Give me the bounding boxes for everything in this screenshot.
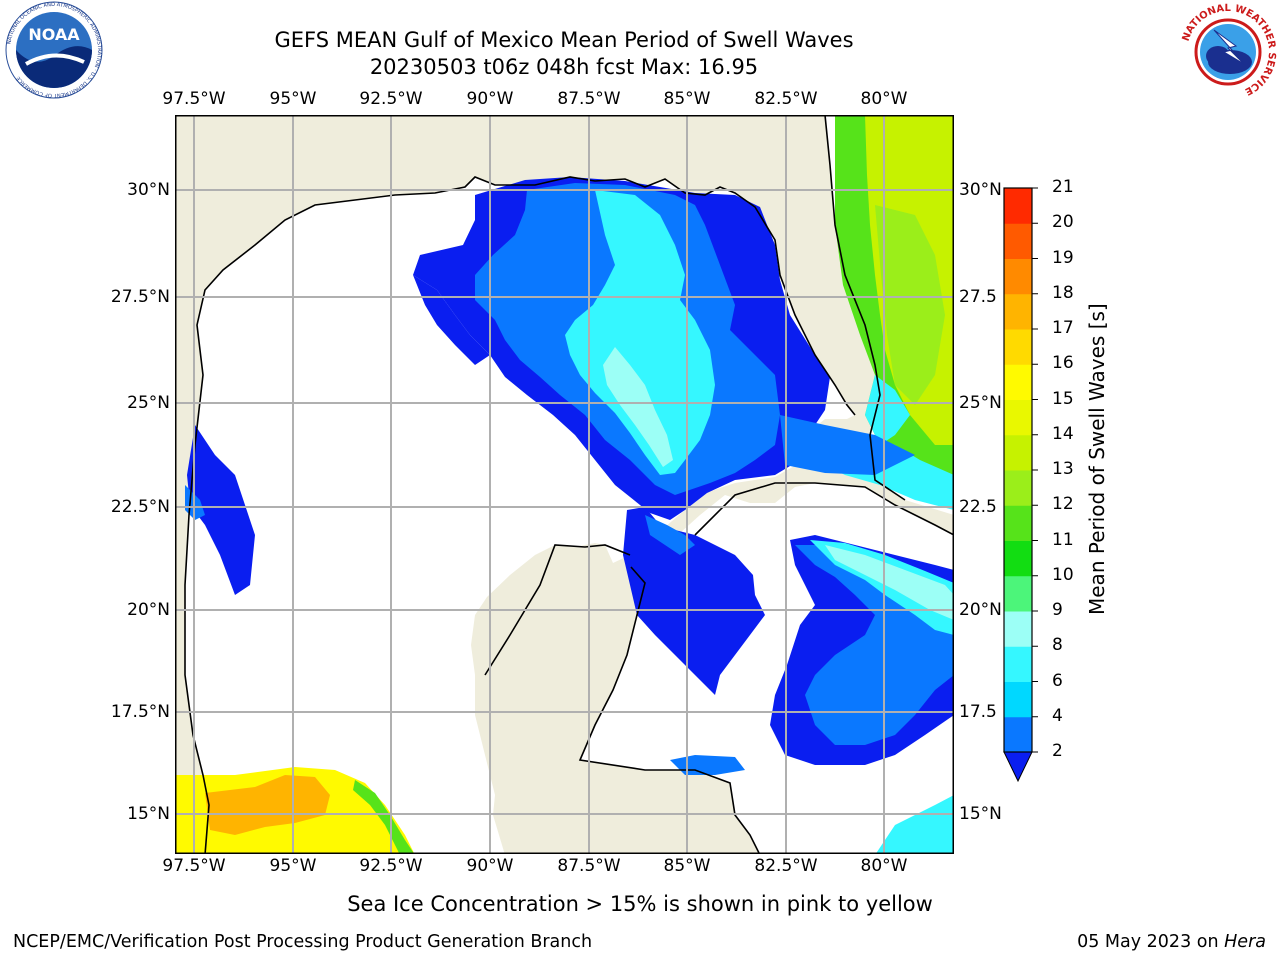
lon-tick-bottom: 90°W	[466, 856, 514, 876]
colorbar-tick-label: 2	[1052, 741, 1063, 761]
lon-tick-bottom: 97.5°W	[162, 856, 226, 876]
colorbar-under-arrow	[1003, 751, 1033, 783]
lon-tick-top: 92.5°W	[359, 89, 423, 109]
footer-machine: Hera	[1224, 932, 1266, 952]
map-area	[175, 115, 954, 854]
lat-tick-left: 27.5°N	[110, 287, 170, 307]
colorbar-label: Mean Period of Swell Waves [s]	[1085, 303, 1109, 615]
footer-credit: NCEP/EMC/Verification Post Processing Pr…	[13, 932, 593, 952]
colorbar-swatch	[1004, 505, 1032, 541]
colorbar-tick-label: 14	[1052, 423, 1074, 444]
lon-tick-bottom: 85°W	[663, 856, 711, 876]
colorbar-tick-label: 18	[1052, 282, 1074, 303]
colorbar-tick-label: 11	[1052, 529, 1074, 550]
colorbar-swatch	[1004, 470, 1032, 506]
footer-date-text: 05 May 2023 on	[1077, 932, 1225, 952]
colorbar-swatch	[1004, 646, 1032, 682]
lat-tick-left: 25°N	[127, 393, 170, 413]
chart-title: GEFS MEAN Gulf of Mexico Mean Period of …	[274, 28, 854, 52]
colorbar-tick-label: 20	[1052, 212, 1074, 233]
colorbar-tick-label: 9	[1052, 600, 1063, 620]
colorbar-swatch	[1004, 575, 1032, 612]
sea-ice-note-text: Sea Ice Concentration > 15% is shown in …	[347, 892, 933, 916]
colorbar-tick-label: 19	[1052, 247, 1074, 268]
lat-tick-right: 17.5	[959, 702, 997, 722]
lat-tick-right: 15°N	[959, 804, 1002, 824]
colorbar-tick-label: 6	[1052, 670, 1063, 691]
lon-tick-top: 87.5°W	[557, 89, 621, 109]
lon-tick-bottom: 87.5°W	[557, 856, 621, 876]
colorbar-swatch	[1004, 223, 1032, 259]
chart-subtitle: 20230503 t06z 048h fcst Max: 16.95	[369, 55, 759, 79]
colorbar-tick-label: 8	[1052, 635, 1063, 656]
lon-tick-top: 90°W	[466, 89, 514, 109]
lat-tick-left: 30°N	[127, 180, 170, 200]
lat-tick-right: 30°N	[959, 180, 1002, 200]
lon-tick-top: 80°W	[860, 89, 908, 109]
colorbar-tick-label: 13	[1052, 459, 1074, 479]
colorbar-tick-label: 21	[1052, 177, 1074, 197]
colorbar-swatch	[1004, 258, 1032, 295]
lat-tick-left: 22.5°N	[110, 497, 170, 517]
colorbar-swatch	[1004, 399, 1032, 436]
lat-tick-left: 20°N	[127, 600, 170, 620]
lat-tick-right: 27.5	[959, 287, 997, 307]
colorbar-swatch	[1004, 681, 1032, 718]
lat-tick-left: 17.5°N	[110, 702, 170, 722]
colorbar-swatch	[1004, 293, 1032, 330]
lat-tick-right: 25°N	[959, 393, 1002, 413]
lon-tick-bottom: 92.5°W	[359, 856, 423, 876]
footer-date: 05 May 2023 on Hera	[1077, 932, 1266, 952]
colorbar-tick-label: 4	[1052, 705, 1063, 726]
lon-tick-top: 95°W	[269, 89, 317, 109]
lat-tick-right: 20°N	[959, 600, 1002, 620]
colorbar-swatch	[1004, 716, 1032, 753]
colorbar-swatch	[1004, 540, 1032, 577]
noaa-logo-text: NOAA	[28, 25, 80, 44]
colorbar-tick-label: 17	[1052, 318, 1074, 338]
colorbar-tick-label: 15	[1052, 388, 1074, 409]
colorbar-swatch	[1004, 434, 1032, 471]
colorbar-swatch	[1004, 329, 1032, 365]
noaa-logo: NOAA NATIONAL OCEANIC AND ATMOSPHERIC AD…	[4, 0, 103, 99]
lon-tick-bottom: 82.5°W	[754, 856, 818, 876]
colorbar-tick-label: 10	[1052, 564, 1074, 585]
lat-tick-right: 22.5	[959, 497, 997, 517]
colorbar-swatch	[1004, 611, 1032, 647]
sea-ice-note: Sea Ice Concentration > 15% is shown in …	[0, 892, 1280, 916]
graticule	[175, 115, 954, 854]
nws-logo: NATIONAL WEATHER SERVICE	[1178, 0, 1277, 98]
lon-tick-bottom: 95°W	[269, 856, 317, 876]
lon-tick-top: 82.5°W	[754, 89, 818, 109]
lat-tick-left: 15°N	[127, 804, 170, 824]
colorbar	[1003, 187, 1038, 783]
map-frame	[175, 115, 954, 854]
colorbar-tick-label: 12	[1052, 494, 1074, 515]
lon-tick-bottom: 80°W	[860, 856, 908, 876]
colorbar-swatch	[1004, 188, 1032, 224]
colorbar-swatch	[1004, 364, 1032, 400]
colorbar-tick-label: 16	[1052, 353, 1074, 374]
lon-tick-top: 97.5°W	[162, 89, 226, 109]
lon-tick-top: 85°W	[663, 89, 711, 109]
